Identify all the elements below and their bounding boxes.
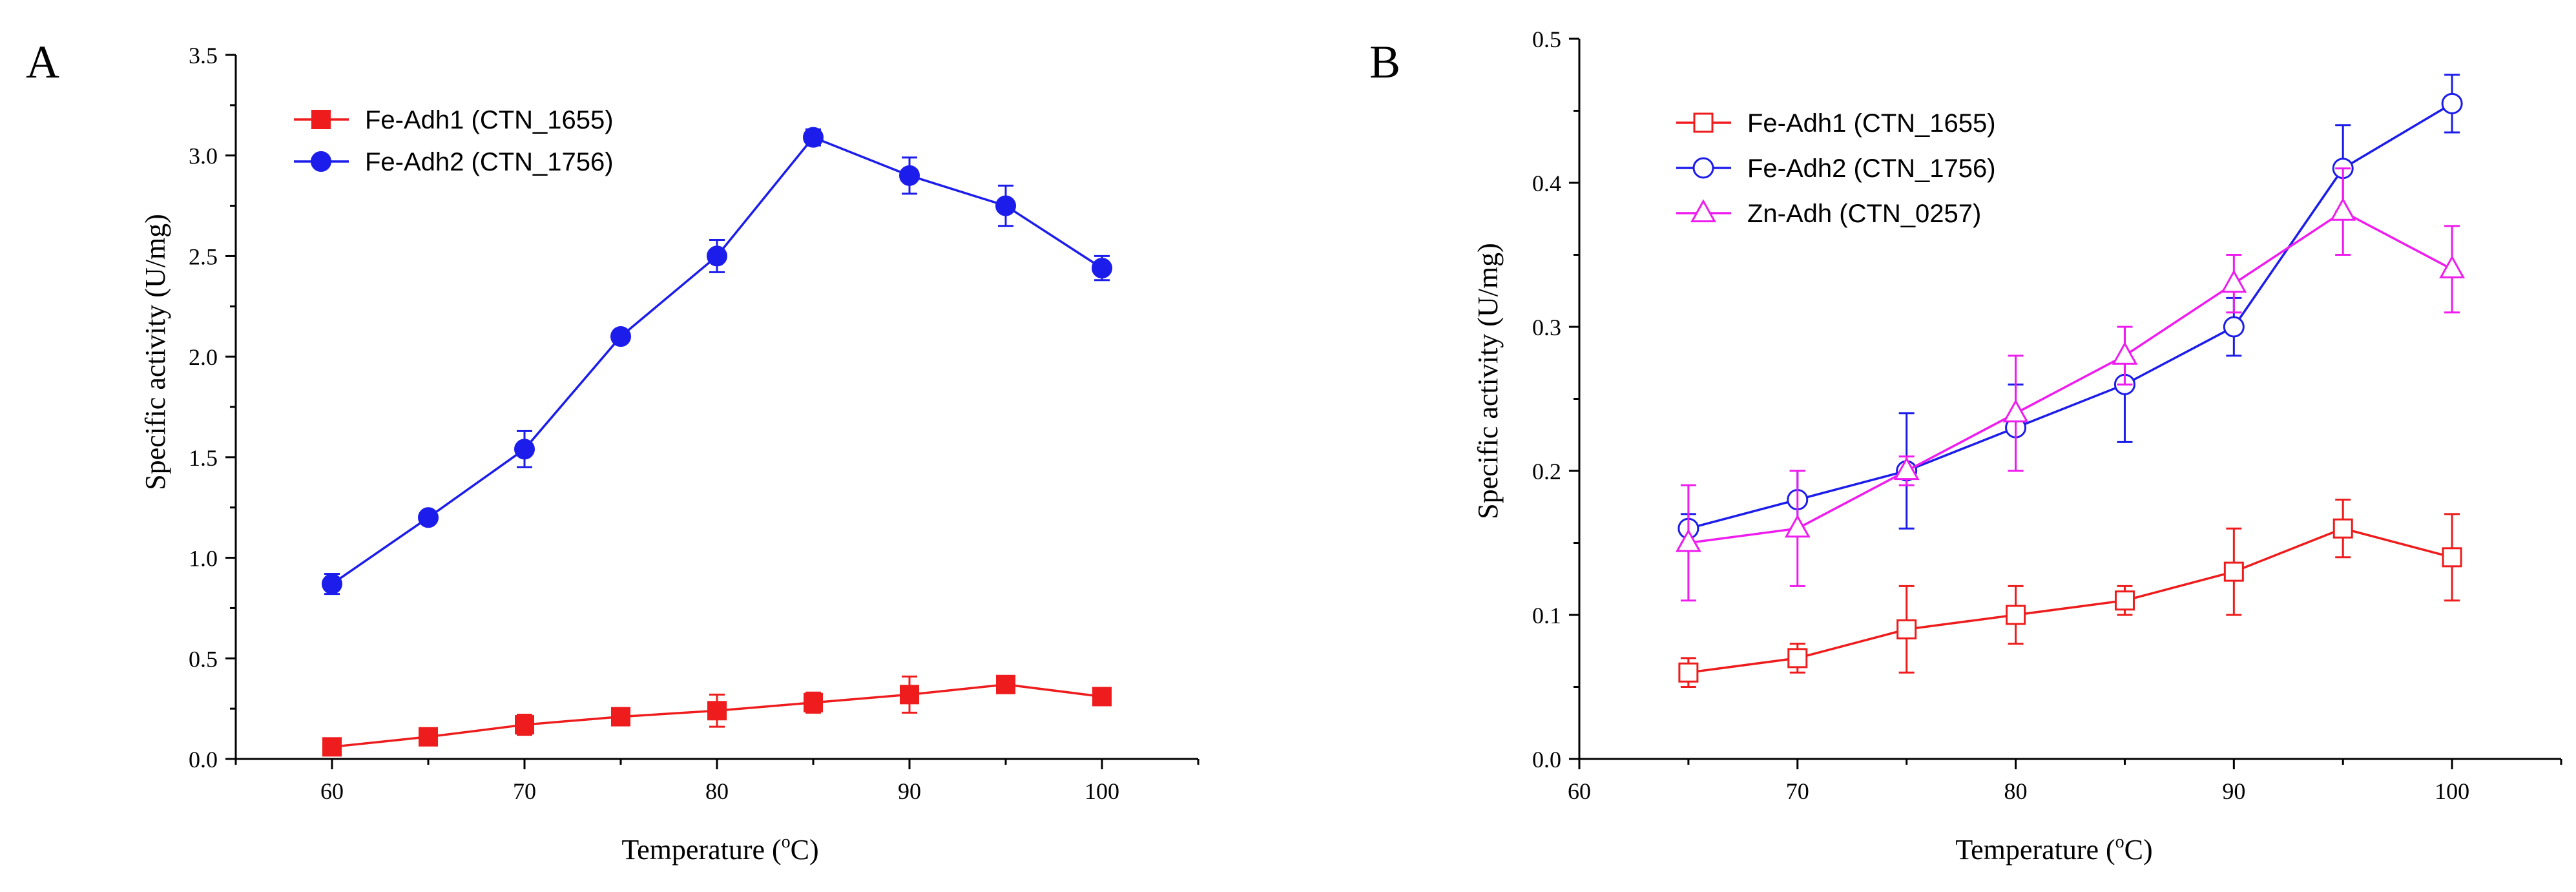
data-point	[995, 195, 1016, 216]
panel-a: A 0.0 0.5 1.0 1.5 2.0 2.5 3.0 3.5 60 70 80 90 100 Fe-…	[26, 36, 1200, 866]
data-point	[2006, 605, 2026, 625]
data-point	[1784, 514, 1811, 538]
plot-area-b: 0.0 0.1 0.2 0.3 0.4 0.5 60 70 80 90 100 Fe-Adh1 (CT…	[1532, 26, 2562, 804]
y-tick-label-b: 0.1	[1532, 603, 1561, 628]
data-point	[2442, 547, 2462, 568]
y-tick-label-a: 1.0	[189, 546, 218, 572]
data-point	[322, 737, 342, 757]
series-line	[1688, 527, 2453, 674]
panel-label-b: B	[1369, 36, 1400, 88]
y-axis-title-a: Specific activity (U/mg)	[140, 214, 171, 490]
series-b-1	[1678, 74, 2463, 544]
series-line	[331, 136, 1103, 585]
data-point	[707, 245, 727, 267]
data-point	[899, 165, 920, 186]
plot-area-a: 0.0 0.5 1.0 1.5 2.0 2.5 3.0 3.5 60 70 80 90 100 Fe-Ad…	[189, 43, 1200, 804]
x-tick-label-a: 90	[898, 778, 921, 804]
data-point	[2223, 561, 2244, 582]
x-tick-label-b: 60	[1568, 778, 1591, 804]
x-tick-label-a: 80	[705, 778, 729, 804]
panel-b: B 0.0 0.1 0.2 0.3 0.4 0.5 60 70 80 90 100 Fe-Adh1 (…	[1369, 26, 2562, 866]
series-line	[1688, 210, 2453, 545]
x-tick-label-a: 100	[1085, 778, 1119, 804]
x-tick-label-a: 60	[320, 778, 344, 804]
y-tick-label-a: 3.0	[189, 143, 218, 169]
data-point	[1678, 662, 1699, 683]
axes-b	[1578, 39, 2561, 760]
data-point	[2221, 269, 2247, 293]
data-point	[2002, 399, 2029, 422]
series-line	[1688, 102, 2453, 530]
panel-label-a: A	[26, 36, 59, 88]
y-tick-label-a: 0.5	[189, 646, 218, 672]
series-a-0	[322, 674, 1112, 757]
x-tick-label-b: 90	[2222, 778, 2245, 804]
legend-entry: Zn-Adh (CTN_0257)	[1676, 199, 1981, 228]
x-tick-label-a: 70	[513, 778, 536, 804]
y-tick-label-a: 2.5	[189, 244, 218, 269]
y-tick-label-a: 1.5	[189, 445, 218, 471]
data-point	[707, 701, 727, 721]
legend-marker	[1692, 157, 1714, 179]
data-point	[1092, 258, 1112, 279]
data-point	[515, 715, 534, 735]
data-point	[418, 507, 439, 528]
data-point	[514, 439, 535, 460]
series-b-0	[1678, 499, 2462, 688]
data-point	[2332, 518, 2353, 539]
legend-label: Zn-Adh (CTN_0257)	[1747, 200, 1981, 228]
series-a-1	[322, 127, 1112, 596]
legend-label: Fe-Adh2 (CTN_1756)	[365, 148, 614, 176]
data-point	[2441, 92, 2463, 114]
y-axis-title-b: Specific activity (U/mg)	[1472, 243, 1504, 519]
series-b-2	[1675, 167, 2466, 602]
data-point	[2112, 341, 2138, 365]
y-tick-label-b: 0.0	[1532, 747, 1561, 773]
legend-entry: Fe-Adh2 (CTN_1756)	[1676, 154, 1996, 183]
legend-entry: Fe-Adh1 (CTN_1655)	[294, 106, 614, 134]
x-tick-label-b: 100	[2435, 778, 2469, 804]
data-point	[804, 692, 823, 712]
y-tick-label-b: 0.3	[1532, 315, 1561, 340]
legend-label: Fe-Adh1 (CTN_1655)	[365, 106, 614, 134]
x-tick-label-b: 70	[1786, 778, 1809, 804]
legend-label: Fe-Adh2 (CTN_1756)	[1747, 154, 1996, 183]
x-tick-label-b: 80	[2004, 778, 2028, 804]
y-tick-label-a: 2.0	[189, 344, 218, 370]
data-point	[1896, 619, 1917, 639]
data-point	[2330, 197, 2356, 221]
data-point	[611, 707, 630, 727]
data-point	[2223, 316, 2245, 338]
y-tick-label-b: 0.4	[1532, 171, 1561, 196]
data-point	[1893, 457, 1920, 481]
data-point	[419, 727, 438, 747]
data-point	[803, 127, 824, 148]
data-point	[610, 326, 631, 347]
data-point	[2439, 255, 2466, 278]
y-tick-label-b: 0.5	[1532, 26, 1561, 52]
legend-marker	[311, 151, 331, 172]
y-tick-label-a: 0.0	[189, 747, 218, 773]
data-point	[2114, 590, 2135, 611]
x-axis-title-a: Temperature (oC)	[621, 832, 818, 866]
legend-label: Fe-Adh1 (CTN_1655)	[1747, 109, 1996, 138]
data-point	[996, 674, 1015, 694]
legend-marker	[1693, 112, 1714, 133]
x-axis-title-b: Temperature (oC)	[1955, 832, 2152, 866]
data-point	[1092, 687, 1112, 707]
data-point	[900, 685, 919, 705]
data-point	[1675, 528, 1701, 552]
legend-entry: Fe-Adh1 (CTN_1655)	[1676, 109, 1996, 138]
legend-entry: Fe-Adh2 (CTN_1756)	[294, 148, 614, 176]
legend-marker	[1690, 199, 1716, 223]
data-point	[322, 574, 342, 595]
data-point	[1787, 648, 1808, 669]
y-tick-label-a: 3.5	[189, 43, 218, 68]
y-tick-label-b: 0.2	[1532, 459, 1561, 484]
legend-marker	[311, 110, 331, 129]
